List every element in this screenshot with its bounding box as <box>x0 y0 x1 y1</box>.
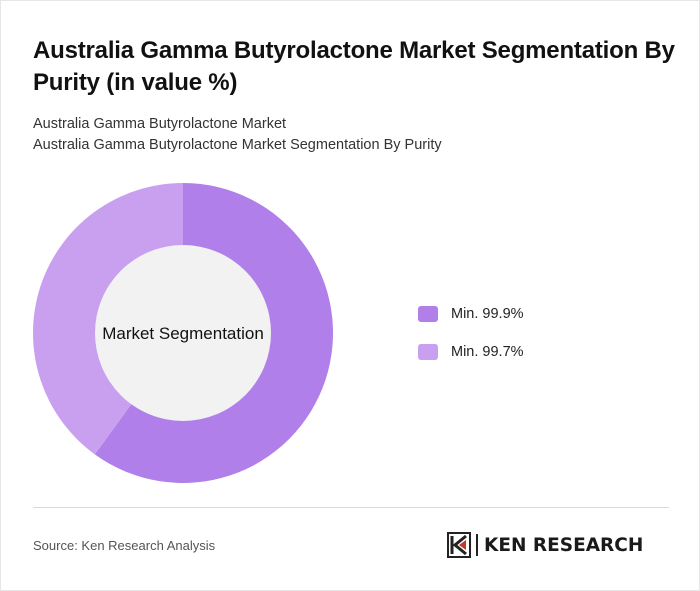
source-note: Source: Ken Research Analysis <box>33 538 216 553</box>
chart-title: Australia Gamma Butyrolactone Market Seg… <box>33 37 675 96</box>
ken-research-logo-icon <box>447 532 471 558</box>
legend-swatch <box>418 306 438 322</box>
logo-wordmark: KEN RESEARCH <box>484 534 644 556</box>
footer-divider <box>33 507 669 508</box>
legend-item-2[interactable]: Min. 99.7% <box>418 342 524 362</box>
donut-hole <box>95 245 271 421</box>
logo-separator <box>476 534 478 556</box>
chart-subtitle-market: Australia Gamma Butyrolactone Market <box>33 116 287 132</box>
ken-research-logo: KEN RESEARCH <box>447 531 671 559</box>
donut-chart: Market Segmentation <box>33 183 334 483</box>
legend-label: Min. 99.9% <box>451 306 524 322</box>
legend-label: Min. 99.7% <box>451 344 524 360</box>
legend-item-1[interactable]: Min. 99.9% <box>418 304 524 324</box>
legend-swatch <box>418 344 438 360</box>
donut-center-label: Market Segmentation <box>102 324 264 343</box>
chart-legend: Min. 99.9% Min. 99.7% <box>418 304 524 380</box>
chart-subtitle-segmentation: Australia Gamma Butyrolactone Market Seg… <box>33 137 442 153</box>
